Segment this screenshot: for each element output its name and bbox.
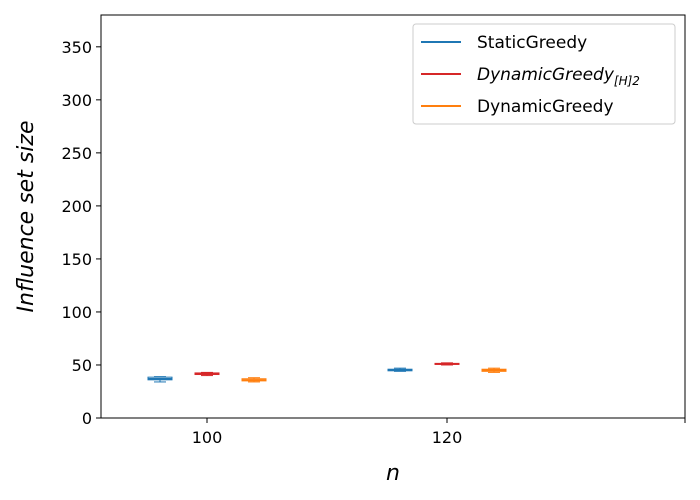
legend-entry: DynamicGreedy[H]2 [477,65,640,88]
box-1-120 [387,367,413,372]
legend-box [412,23,676,125]
legend-entry: StaticGreedy [477,33,587,53]
plot-marks [147,362,507,383]
box-2-100 [194,371,220,377]
y-axis: 0 50 100 150 200 250 300 350 [61,38,101,428]
box-3-120 [481,367,507,373]
box-1-100 [147,376,173,383]
box-3-100 [241,377,267,383]
box-2-120 [434,362,460,366]
y-tick-label: 100 [61,303,92,322]
x-axis-label: n [386,461,400,486]
x-axis: 100 120 [192,418,686,447]
x-tick-label: 120 [432,428,463,447]
legend: StaticGreedy DynamicGreedy[H]2 DynamicGree… [412,23,676,125]
y-axis-label: Influence set size [14,121,39,313]
y-tick-label: 50 [72,356,92,375]
y-tick-label: 200 [61,197,92,216]
y-tick-label: 350 [61,38,92,57]
y-tick-label: 250 [61,144,92,163]
legend-entry: DynamicGreedy [477,97,614,117]
y-tick-label: 150 [61,250,92,269]
y-tick-label: 0 [82,409,92,428]
x-tick-label: 100 [192,428,223,447]
plot-frame [100,14,686,419]
y-tick-label: 300 [61,91,92,110]
